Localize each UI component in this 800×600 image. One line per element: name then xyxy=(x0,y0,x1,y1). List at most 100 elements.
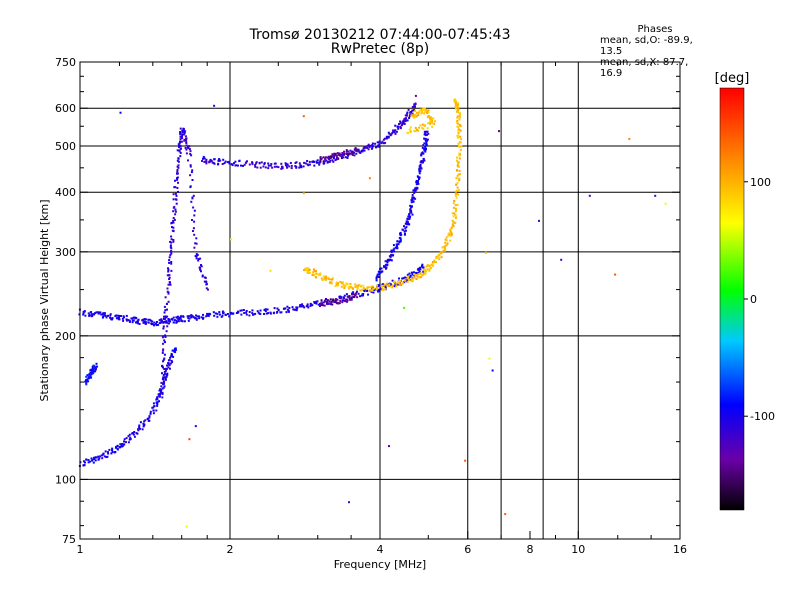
data-point xyxy=(290,167,293,170)
data-point xyxy=(381,289,384,292)
data-point xyxy=(395,282,398,285)
data-point xyxy=(333,152,336,155)
data-point xyxy=(295,166,298,169)
data-point xyxy=(192,230,194,232)
data-point xyxy=(177,143,180,146)
data-point xyxy=(245,311,248,314)
data-point xyxy=(240,164,242,167)
data-point xyxy=(163,385,166,388)
data-point xyxy=(207,288,209,291)
data-point xyxy=(160,318,163,321)
data-point xyxy=(111,449,114,452)
data-point xyxy=(174,208,177,211)
data-point xyxy=(341,155,344,158)
data-point xyxy=(407,223,410,226)
data-point xyxy=(409,204,412,207)
data-point xyxy=(418,178,420,180)
data-point xyxy=(406,273,409,276)
data-point xyxy=(174,198,177,201)
data-point xyxy=(88,375,90,378)
data-point xyxy=(161,387,164,390)
data-point xyxy=(277,166,280,169)
data-point xyxy=(451,223,454,226)
data-point xyxy=(159,393,161,395)
data-point xyxy=(414,126,417,129)
data-point xyxy=(166,364,168,367)
data-point xyxy=(168,281,171,284)
data-point xyxy=(118,446,121,448)
data-point xyxy=(319,272,322,275)
data-point xyxy=(413,276,416,279)
data-point xyxy=(89,371,92,374)
data-point xyxy=(358,151,361,154)
data-point xyxy=(255,162,257,165)
data-point xyxy=(336,282,339,285)
data-point xyxy=(162,342,164,345)
data-point xyxy=(243,163,246,166)
data-point xyxy=(157,323,160,326)
data-point xyxy=(454,207,457,210)
x-tick-label: 8 xyxy=(527,543,534,556)
noise-point xyxy=(194,425,197,428)
data-point xyxy=(382,284,385,287)
data-point xyxy=(205,281,208,283)
data-point xyxy=(428,264,431,267)
data-point xyxy=(377,270,380,273)
data-point xyxy=(178,149,181,152)
data-point xyxy=(419,272,422,275)
data-point xyxy=(406,277,409,280)
data-point xyxy=(423,142,426,145)
data-point xyxy=(132,432,135,435)
data-point xyxy=(190,171,193,174)
data-point xyxy=(269,164,272,167)
data-point xyxy=(180,140,183,143)
data-point xyxy=(296,306,299,309)
data-point xyxy=(408,115,411,118)
data-point xyxy=(85,375,88,378)
data-point xyxy=(90,372,93,375)
data-point xyxy=(343,285,346,288)
data-point xyxy=(175,202,178,205)
data-point xyxy=(153,405,156,408)
data-point xyxy=(163,380,166,383)
data-point xyxy=(189,152,192,155)
data-point xyxy=(379,268,381,270)
data-point xyxy=(341,153,344,156)
data-point xyxy=(214,312,217,315)
data-point xyxy=(202,157,204,160)
data-point xyxy=(136,321,138,324)
y-tick-label: 750 xyxy=(55,56,76,69)
data-point xyxy=(424,134,427,137)
data-point xyxy=(381,140,384,143)
data-point xyxy=(83,460,85,463)
data-point xyxy=(150,319,153,322)
data-point xyxy=(336,298,339,301)
data-point xyxy=(408,117,411,119)
data-point xyxy=(144,321,147,324)
data-point xyxy=(102,315,105,318)
data-point xyxy=(120,445,123,448)
data-point xyxy=(412,200,415,203)
data-point xyxy=(411,273,414,276)
data-point xyxy=(221,314,224,317)
data-point xyxy=(351,293,353,296)
data-point xyxy=(170,354,173,357)
data-point xyxy=(440,252,443,255)
data-point xyxy=(414,114,417,117)
data-point xyxy=(177,157,180,160)
data-point xyxy=(171,318,174,321)
data-point xyxy=(162,366,164,369)
data-point xyxy=(283,307,286,310)
data-point xyxy=(403,233,406,236)
noise-point xyxy=(654,194,657,197)
data-point xyxy=(419,163,422,166)
data-point xyxy=(414,105,416,108)
data-point xyxy=(413,103,416,106)
data-point xyxy=(201,159,203,162)
data-point xyxy=(392,281,395,284)
data-point xyxy=(192,206,195,209)
data-point xyxy=(171,361,174,364)
data-point xyxy=(265,312,268,315)
data-point xyxy=(312,268,315,271)
data-point xyxy=(306,271,309,274)
